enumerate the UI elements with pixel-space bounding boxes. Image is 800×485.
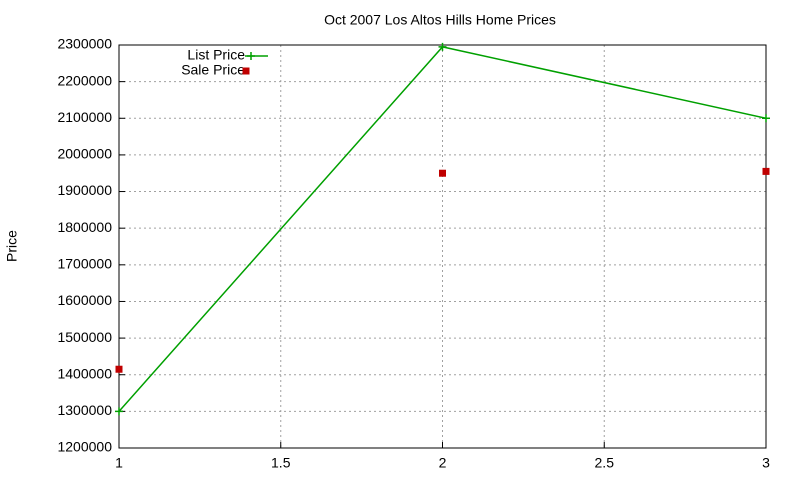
point bbox=[115, 365, 123, 373]
legend-marker bbox=[242, 67, 250, 75]
point bbox=[115, 407, 123, 416]
x-tick-label: 1 bbox=[115, 455, 123, 471]
y-axis-label: Price bbox=[4, 230, 20, 262]
y-tick-label: 2300000 bbox=[57, 36, 112, 52]
y-tick-label: 1400000 bbox=[57, 365, 112, 381]
point bbox=[762, 167, 770, 175]
y-tick-label: 1800000 bbox=[57, 219, 112, 235]
legend-marker bbox=[247, 52, 255, 60]
point bbox=[762, 114, 770, 123]
y-tick-label: 1700000 bbox=[57, 256, 112, 272]
y-tick-label: 1300000 bbox=[57, 402, 112, 418]
x-tick-label: 1.5 bbox=[271, 455, 291, 471]
legend-label: List Price bbox=[187, 47, 245, 63]
point bbox=[439, 169, 446, 177]
y-tick-label: 2100000 bbox=[57, 109, 112, 125]
chart-title: Oct 2007 Los Altos Hills Home Prices bbox=[324, 12, 556, 28]
point bbox=[438, 42, 447, 51]
x-tick-label: 2 bbox=[439, 455, 447, 471]
legend-label: Sale Price bbox=[181, 62, 245, 78]
y-tick-label: 1500000 bbox=[57, 329, 112, 345]
y-tick-label: 2000000 bbox=[57, 146, 112, 162]
y-tick-label: 1900000 bbox=[57, 182, 112, 198]
y-tick-label: 2200000 bbox=[57, 72, 112, 88]
y-tick-label: 1200000 bbox=[57, 439, 112, 455]
y-tick-label: 1600000 bbox=[57, 292, 112, 308]
x-tick-label: 3 bbox=[762, 455, 770, 471]
x-tick-label: 2.5 bbox=[595, 455, 615, 471]
